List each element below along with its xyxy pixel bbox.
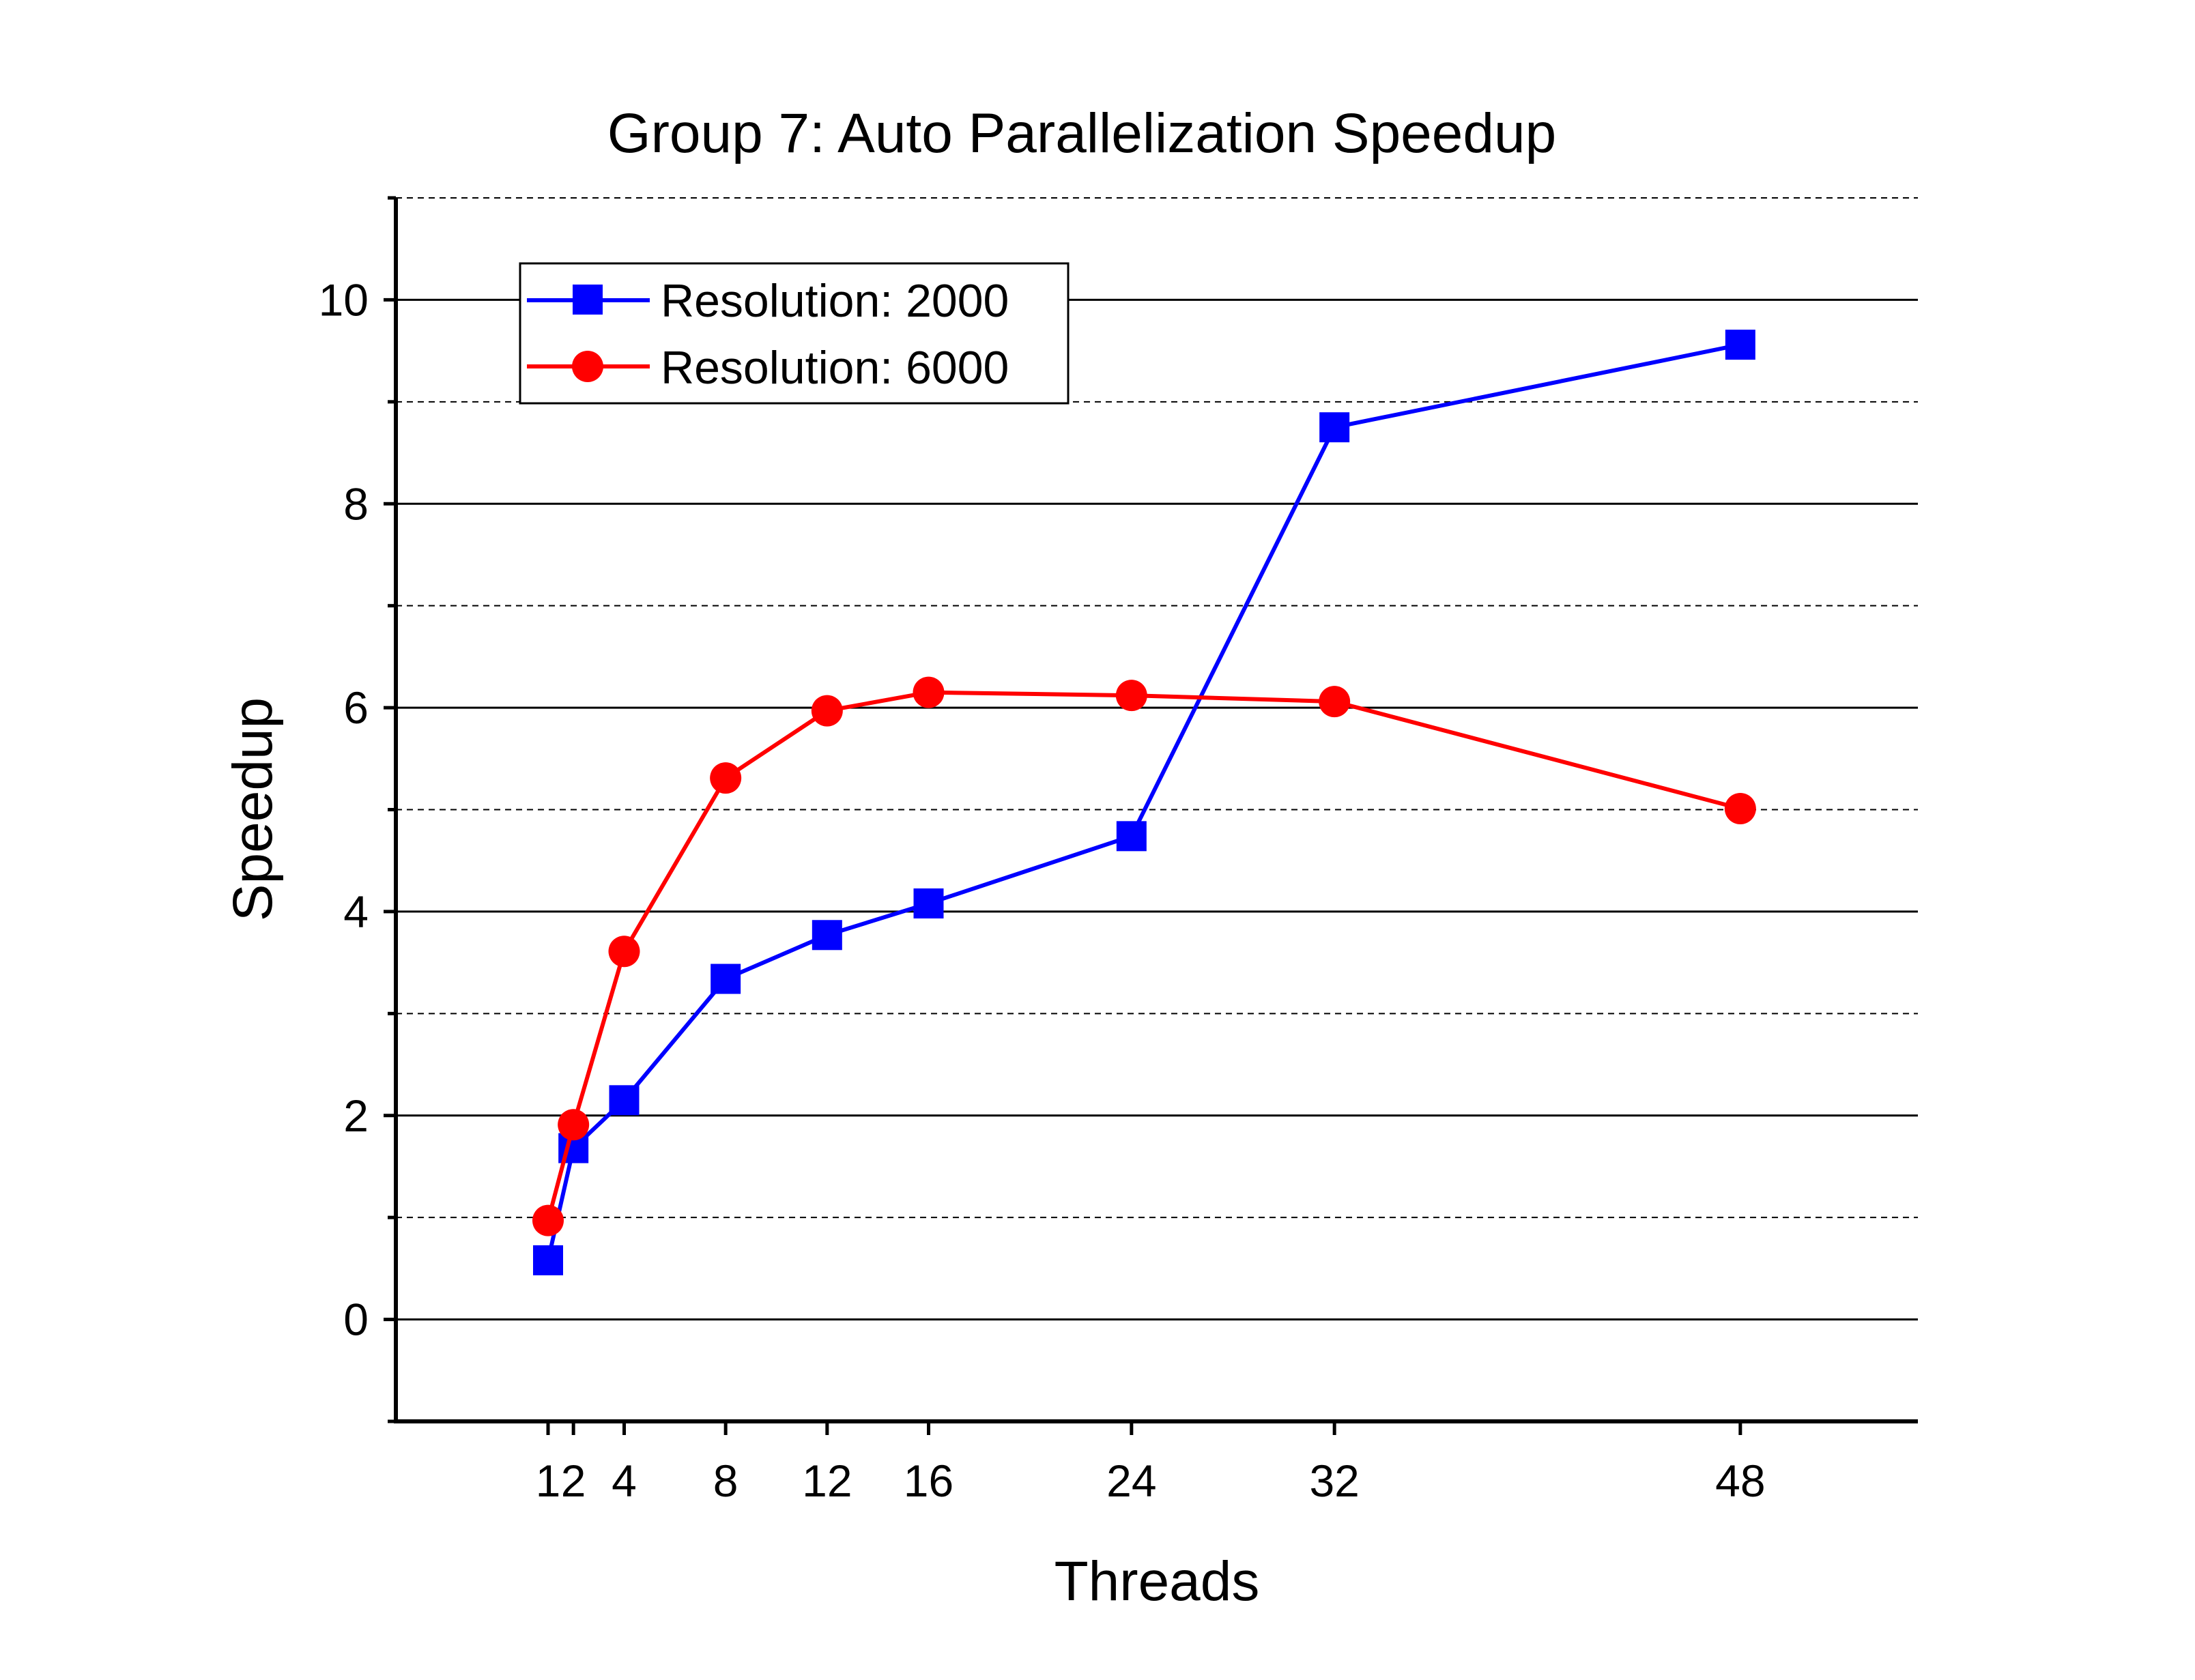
data-point-square bbox=[1116, 821, 1147, 852]
data-point-circle bbox=[710, 762, 742, 794]
data-point-square bbox=[711, 964, 741, 994]
data-point-square bbox=[609, 1085, 640, 1116]
y-tick-label: 8 bbox=[343, 478, 369, 529]
data-point-circle bbox=[811, 695, 843, 727]
data-point-circle bbox=[608, 936, 640, 968]
y-ticks: 0 2 4 6 8 10 bbox=[319, 196, 396, 1423]
data-point-circle bbox=[1724, 793, 1756, 825]
legend-swatch-circle-marker bbox=[572, 351, 603, 382]
x-tick-label: 12 bbox=[802, 1455, 852, 1506]
x-axis-label: Threads bbox=[1055, 1550, 1260, 1612]
y-tick-label: 0 bbox=[343, 1294, 369, 1345]
legend-label: Resolution: 2000 bbox=[661, 275, 1009, 327]
y-tick-label: 2 bbox=[343, 1090, 369, 1141]
x-tick-label: 16 bbox=[904, 1455, 953, 1506]
data-point-square bbox=[1725, 330, 1755, 360]
y-axis-label: Speedup bbox=[222, 697, 284, 921]
x-tick-label: 1 bbox=[536, 1455, 561, 1506]
legend-swatch-square-marker bbox=[573, 285, 603, 315]
x-tick-label: 32 bbox=[1309, 1455, 1359, 1506]
legend-label: Resolution: 6000 bbox=[661, 342, 1009, 394]
x-tick-label: 2 bbox=[561, 1455, 586, 1506]
series-layer bbox=[532, 330, 1756, 1275]
legend: Resolution: 2000 Resolution: 6000 bbox=[519, 262, 1070, 405]
x-ticks: 1 2 4 8 12 16 24 32 48 bbox=[536, 1421, 1766, 1506]
data-point-circle bbox=[913, 676, 945, 708]
data-point-square bbox=[1319, 412, 1350, 443]
data-point-circle bbox=[532, 1204, 564, 1236]
x-tick-label: 48 bbox=[1715, 1455, 1765, 1506]
y-tick-label: 10 bbox=[319, 274, 369, 325]
legend-box bbox=[519, 262, 1070, 405]
data-point-square bbox=[533, 1245, 563, 1275]
data-point-circle bbox=[558, 1109, 590, 1141]
y-tick-label: 6 bbox=[343, 682, 369, 733]
data-point-circle bbox=[1319, 686, 1351, 718]
series-2 bbox=[532, 676, 1756, 1236]
y-tick-label: 4 bbox=[343, 886, 369, 937]
legend-entry-1: Resolution: 2000 bbox=[527, 275, 1009, 327]
data-point-circle bbox=[1115, 680, 1147, 712]
chart-title: Group 7: Auto Parallelization Speedup bbox=[607, 102, 1556, 164]
x-tick-label: 4 bbox=[612, 1455, 637, 1506]
x-tick-label: 24 bbox=[1106, 1455, 1156, 1506]
data-point-square bbox=[913, 888, 944, 918]
data-point-square bbox=[812, 920, 842, 951]
legend-entry-2: Resolution: 6000 bbox=[527, 342, 1009, 394]
x-tick-label: 8 bbox=[713, 1455, 738, 1506]
